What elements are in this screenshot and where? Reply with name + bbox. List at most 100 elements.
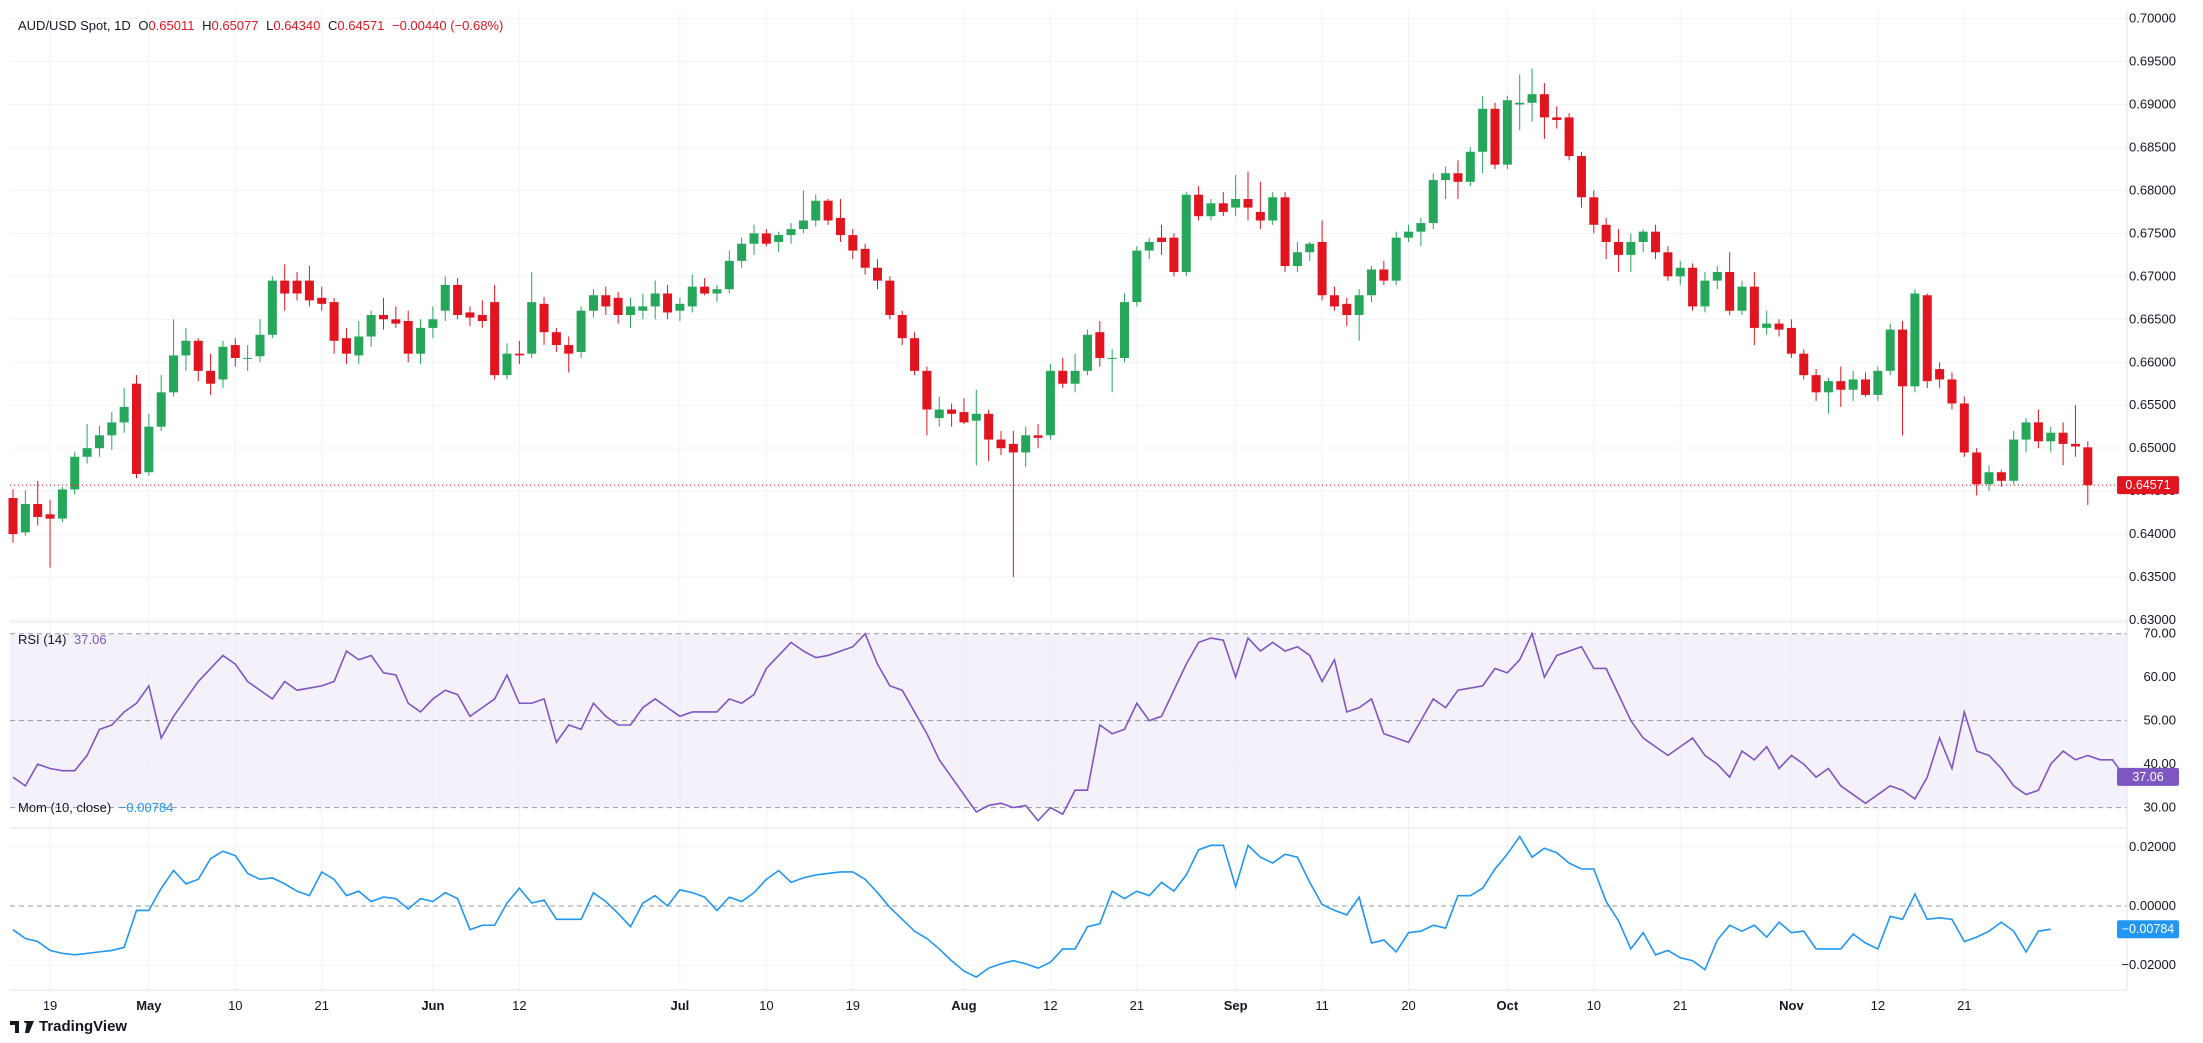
close-label: C bbox=[327, 18, 338, 33]
candle-up bbox=[440, 276, 450, 322]
candles-series bbox=[8, 68, 2093, 578]
candle-down bbox=[1799, 349, 1809, 380]
candle-down bbox=[663, 284, 673, 320]
candle-body bbox=[749, 233, 759, 244]
candle-body bbox=[1132, 250, 1142, 303]
candle-up bbox=[1391, 231, 1401, 285]
candle-body bbox=[169, 355, 179, 393]
candle-body bbox=[564, 345, 574, 354]
rsi-value: 37.06 bbox=[74, 632, 107, 647]
candle-down bbox=[1614, 229, 1623, 273]
candle-body bbox=[1441, 173, 1451, 181]
price-tick-label: 0.69500 bbox=[2129, 54, 2176, 69]
price-tick-label: 0.65500 bbox=[2129, 397, 2176, 412]
candle-body bbox=[1391, 237, 1401, 281]
candle-body bbox=[551, 332, 561, 346]
candle-body bbox=[873, 267, 882, 281]
tradingview-logo[interactable]: TradingView bbox=[10, 1018, 127, 1035]
x-tick-label: 10 bbox=[228, 998, 242, 1013]
candle-up bbox=[749, 224, 759, 255]
candle-body bbox=[761, 233, 771, 244]
candle-body bbox=[119, 406, 129, 423]
candle-down bbox=[1725, 252, 1735, 315]
mom-label[interactable]: Mom (10, close) bbox=[18, 800, 112, 815]
brand-name: TradingView bbox=[39, 1018, 128, 1035]
candle-down bbox=[1935, 362, 1945, 389]
candle-body bbox=[1354, 295, 1364, 315]
candle-down bbox=[1601, 217, 1611, 260]
candle-body bbox=[1157, 237, 1167, 242]
candle-up bbox=[243, 345, 253, 371]
symbol-label[interactable]: AUD/USD Spot, 1D bbox=[18, 18, 131, 33]
candle-body bbox=[416, 327, 426, 354]
candle-body bbox=[267, 280, 277, 335]
x-tick-label: 10 bbox=[1587, 998, 1601, 1013]
candle-body bbox=[1712, 272, 1722, 281]
candle-body bbox=[687, 286, 697, 307]
x-tick-label: 19 bbox=[846, 998, 860, 1013]
price-tick-label: 0.66000 bbox=[2129, 354, 2176, 369]
candle-up bbox=[169, 319, 179, 397]
candle-down bbox=[1329, 286, 1339, 311]
candle-body bbox=[490, 302, 500, 376]
x-tick-label: 21 bbox=[1130, 998, 1144, 1013]
low-value: 0.64340 bbox=[273, 18, 321, 33]
candle-body bbox=[1428, 180, 1438, 224]
candle-down bbox=[132, 375, 141, 479]
candle-body bbox=[1070, 370, 1080, 384]
candle-body bbox=[774, 235, 784, 242]
rsi-label[interactable]: RSI (14) bbox=[18, 632, 67, 647]
candle-body bbox=[835, 217, 845, 236]
candle-up bbox=[1404, 224, 1414, 242]
candle-up bbox=[82, 424, 92, 464]
candle-down bbox=[873, 259, 882, 290]
candle-up bbox=[1292, 241, 1302, 273]
candle-down bbox=[1786, 319, 1796, 358]
candle-body bbox=[650, 293, 660, 307]
candle-body bbox=[1058, 370, 1068, 384]
candle-up bbox=[1021, 426, 1031, 468]
candle-down bbox=[1317, 220, 1327, 301]
x-tick-label: Oct bbox=[1497, 998, 1519, 1013]
candle-body bbox=[428, 319, 438, 328]
candle-down bbox=[8, 489, 18, 543]
candle-down bbox=[1749, 272, 1759, 346]
candle-body bbox=[280, 280, 290, 294]
candle-down bbox=[1379, 260, 1389, 285]
candle-body bbox=[1367, 269, 1376, 296]
candle-up bbox=[1428, 173, 1438, 230]
candle-down bbox=[1811, 369, 1821, 401]
candle-down bbox=[984, 409, 994, 462]
candle-body bbox=[341, 338, 351, 354]
candle-body bbox=[1984, 472, 1994, 485]
candle-down bbox=[1836, 366, 1846, 407]
candle-body bbox=[1379, 269, 1389, 281]
candle-body bbox=[1799, 353, 1809, 376]
candle-up bbox=[1082, 329, 1092, 376]
candle-body bbox=[1453, 173, 1463, 182]
candle-body bbox=[947, 409, 957, 414]
candle-body bbox=[1811, 375, 1821, 393]
candle-up bbox=[20, 490, 30, 536]
candle-up bbox=[181, 327, 191, 371]
candle-down bbox=[45, 499, 55, 568]
price-grid bbox=[10, 10, 2127, 990]
price-tick-label: 0.65000 bbox=[2129, 440, 2176, 455]
candle-down bbox=[1453, 160, 1463, 200]
x-tick-label: Nov bbox=[1779, 998, 1804, 1013]
candle-body bbox=[675, 303, 685, 311]
candle-body bbox=[156, 392, 166, 427]
candle-down bbox=[922, 366, 932, 436]
candle-body bbox=[1663, 252, 1673, 277]
candle-down bbox=[453, 278, 463, 320]
x-tick-label: 12 bbox=[1871, 998, 1885, 1013]
candle-up bbox=[971, 389, 981, 466]
candle-up bbox=[724, 250, 734, 294]
candle-down bbox=[1552, 106, 1562, 129]
candle-body bbox=[33, 504, 43, 517]
candle-body bbox=[477, 315, 487, 322]
candle-up bbox=[687, 274, 697, 313]
candle-body bbox=[230, 345, 240, 358]
candle-up bbox=[2046, 426, 2056, 453]
